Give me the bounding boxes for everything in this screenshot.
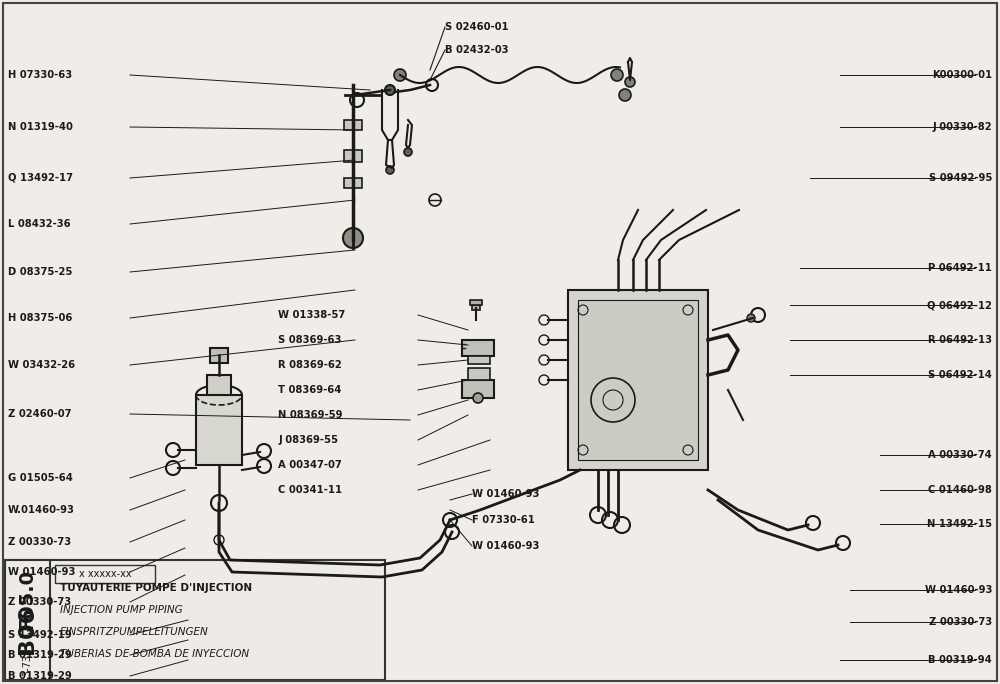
- Text: W 01460-93: W 01460-93: [472, 541, 539, 551]
- Bar: [55, 565, 155, 583]
- Circle shape: [611, 69, 623, 81]
- Bar: [5, 560, 385, 680]
- Text: S 02460-01: S 02460-01: [445, 22, 509, 32]
- Text: N 08369-59: N 08369-59: [278, 410, 342, 420]
- Text: F05.0: F05.0: [18, 570, 36, 631]
- Circle shape: [473, 393, 483, 403]
- Text: B 02432-03: B 02432-03: [445, 45, 509, 55]
- Text: Q 06492-12: Q 06492-12: [927, 300, 992, 310]
- Text: D 08375-25: D 08375-25: [8, 267, 72, 277]
- Text: TUYAUTERIE POMPE D'INJECTION: TUYAUTERIE POMPE D'INJECTION: [60, 583, 252, 593]
- Text: R 08369-62: R 08369-62: [278, 360, 342, 370]
- Text: F 07330-61: F 07330-61: [472, 515, 535, 525]
- Text: Q 13492-17: Q 13492-17: [8, 173, 73, 183]
- Circle shape: [747, 314, 755, 322]
- Text: S 09492-95: S 09492-95: [929, 173, 992, 183]
- Text: S 08369-63: S 08369-63: [278, 335, 341, 345]
- Text: EINSPRITZPUMPELEITUNGEN: EINSPRITZPUMPELEITUNGEN: [60, 627, 209, 637]
- Text: J 08369-55: J 08369-55: [278, 435, 338, 445]
- Text: W 01460-93: W 01460-93: [8, 567, 75, 577]
- Text: B 01319-29: B 01319-29: [8, 650, 72, 660]
- Text: B 01319-29: B 01319-29: [8, 671, 72, 681]
- Text: Z 02460-07: Z 02460-07: [8, 409, 72, 419]
- Text: S 06492-14: S 06492-14: [928, 370, 992, 380]
- Text: W.01460-93: W.01460-93: [8, 505, 75, 515]
- Circle shape: [619, 89, 631, 101]
- Bar: [578, 300, 698, 460]
- Text: R 06492-13: R 06492-13: [928, 335, 992, 345]
- Text: B06: B06: [17, 606, 37, 654]
- Text: W 01338-57: W 01338-57: [278, 310, 345, 320]
- Text: H 07330-63: H 07330-63: [8, 70, 72, 80]
- Circle shape: [404, 148, 412, 156]
- Text: K00300-01: K00300-01: [932, 70, 992, 80]
- Bar: [5, 560, 50, 680]
- Text: J 00330-82: J 00330-82: [932, 122, 992, 132]
- Circle shape: [386, 166, 394, 174]
- Bar: [207, 375, 231, 395]
- Text: B 00319-94: B 00319-94: [928, 655, 992, 665]
- Circle shape: [385, 85, 395, 95]
- Text: W 01460-93: W 01460-93: [472, 489, 539, 499]
- Bar: [462, 380, 494, 398]
- Bar: [344, 120, 362, 130]
- Text: N 01319-40: N 01319-40: [8, 122, 73, 132]
- Text: N 13492-15: N 13492-15: [927, 519, 992, 529]
- Text: W 03432-26: W 03432-26: [8, 360, 75, 370]
- Text: L 08432-36: L 08432-36: [8, 219, 71, 229]
- Text: T 08369-64: T 08369-64: [278, 385, 341, 395]
- Text: A 00330-74: A 00330-74: [928, 450, 992, 460]
- Circle shape: [625, 77, 635, 87]
- Text: A 00347-07: A 00347-07: [278, 460, 342, 470]
- Text: S 13492-19: S 13492-19: [8, 630, 72, 640]
- Text: C 01460-98: C 01460-98: [928, 485, 992, 495]
- Bar: [462, 340, 494, 356]
- Text: C 00341-11: C 00341-11: [278, 485, 342, 495]
- Bar: [472, 305, 480, 310]
- Bar: [210, 348, 228, 363]
- Bar: [344, 178, 362, 188]
- Text: Z 00330-73: Z 00330-73: [929, 617, 992, 627]
- Circle shape: [394, 69, 406, 81]
- Text: Z 00330-73: Z 00330-73: [8, 597, 71, 607]
- Text: x xxxxx-xx: x xxxxx-xx: [79, 569, 131, 579]
- Bar: [470, 300, 482, 305]
- Bar: [196, 395, 242, 465]
- Bar: [468, 356, 490, 364]
- Bar: [468, 368, 490, 380]
- Text: H 08375-06: H 08375-06: [8, 313, 72, 323]
- Text: W 01460-93: W 01460-93: [925, 585, 992, 595]
- Bar: [344, 150, 362, 162]
- Text: 3-73: 3-73: [22, 654, 32, 676]
- Text: Z 00330-73: Z 00330-73: [8, 537, 71, 547]
- Text: TUBERIAS DE BOMBA DE INYECCION: TUBERIAS DE BOMBA DE INYECCION: [60, 649, 249, 659]
- Text: G 01505-64: G 01505-64: [8, 473, 73, 483]
- Text: P 06492-11: P 06492-11: [928, 263, 992, 273]
- Bar: [568, 290, 708, 470]
- Circle shape: [343, 228, 363, 248]
- Text: INJECTION PUMP PIPING: INJECTION PUMP PIPING: [60, 605, 183, 615]
